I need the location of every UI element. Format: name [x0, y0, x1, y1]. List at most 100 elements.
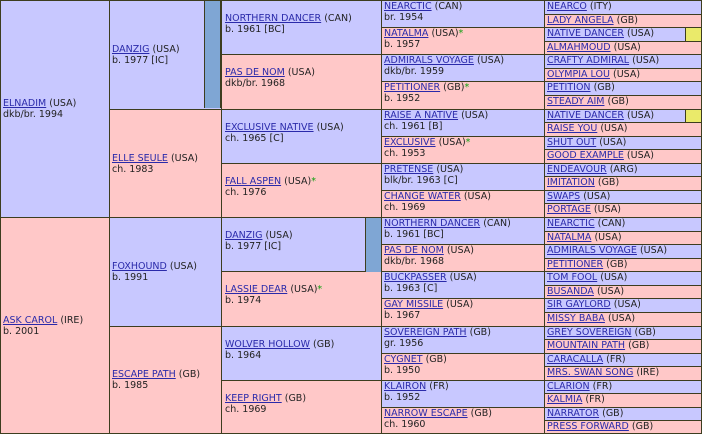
- horse-name-link[interactable]: ESCAPE PATH: [112, 369, 176, 380]
- horse-name-link[interactable]: SOVEREIGN PATH: [384, 327, 467, 338]
- horse-cell-gen5: SHUT OUT (USA): [544, 136, 702, 150]
- horse-name-link[interactable]: PRETENSE: [384, 164, 434, 175]
- horse-cell-gen4: PRETENSE (USA) blk/br. 1963 [C]: [381, 163, 545, 191]
- horse-cell-gen5: NATIVE DANCER (USA): [544, 109, 702, 123]
- horse-name-link[interactable]: PETITIONER: [547, 259, 604, 270]
- horse-name-link[interactable]: ELLE SEULE: [112, 152, 168, 164]
- horse-cell-gen5: NEARCTIC (CAN): [544, 217, 702, 232]
- horse-name-line: PETITIONER (GB)*: [384, 82, 544, 93]
- horse-name-link[interactable]: SWAPS: [547, 191, 581, 202]
- horse-name-link[interactable]: ELNADIM: [3, 98, 47, 109]
- horse-name-link[interactable]: RAISE A NATIVE: [384, 110, 459, 121]
- horse-name-link[interactable]: KALMIA: [547, 394, 583, 405]
- horse-name-link[interactable]: DANZIG: [225, 230, 263, 241]
- horse-country: (ARG): [609, 164, 638, 175]
- horse-name-line: PORTAGE (USA): [547, 204, 701, 215]
- horse-country: (USA): [627, 28, 655, 39]
- horse-name-link[interactable]: KLAIRON: [384, 381, 427, 392]
- horse-cell-gen3: DANZIG (USA) b. 1977 [IC]: [221, 217, 382, 272]
- horse-name-link[interactable]: DANZIG: [112, 44, 150, 55]
- horse-name-link[interactable]: CARACALLA: [547, 354, 604, 365]
- horse-cell-gen5: PRESS FORWARD (GB): [544, 420, 702, 434]
- horse-name-link[interactable]: FOXHOUND: [112, 261, 167, 272]
- horse-name-link[interactable]: RAISE YOU: [547, 123, 598, 134]
- horse-name-link[interactable]: IMITATION: [547, 177, 595, 188]
- horse-name-link[interactable]: NORTHERN DANCER: [384, 218, 481, 229]
- horse-name-link[interactable]: PETITION: [547, 82, 591, 93]
- horse-name-link[interactable]: CHANGE WATER: [384, 191, 461, 202]
- horse-name-link[interactable]: MOUNTAIN PATH: [547, 340, 626, 351]
- horse-name-link[interactable]: NATIVE DANCER: [547, 28, 624, 39]
- horse-country: (USA): [446, 245, 474, 256]
- horse-name-link[interactable]: OLYMPIA LOU: [547, 69, 610, 80]
- horse-name-line: FOXHOUND (USA): [112, 261, 221, 272]
- horse-name-line: KALMIA (FR): [547, 394, 701, 405]
- horse-country: (USA): [600, 123, 628, 134]
- horse-info: dkb/br. 1968: [225, 78, 286, 89]
- horse-cell-gen5: CRAFTY ADMIRAL (USA): [544, 54, 702, 69]
- horse-name-link[interactable]: GOOD EXAMPLE: [547, 150, 624, 161]
- horse-name-link[interactable]: SIR GAYLORD: [547, 299, 611, 310]
- horse-name-link[interactable]: STEADY AIM: [547, 96, 605, 107]
- horse-name-link[interactable]: NEARCO: [547, 1, 587, 12]
- horse-name-link[interactable]: MISSY BABA: [547, 313, 605, 324]
- horse-country: (USA): [436, 164, 464, 175]
- horse-name-link[interactable]: NEARCTIC: [547, 218, 595, 229]
- horse-name-link[interactable]: LADY ANGELA: [547, 15, 614, 26]
- horse-name-link[interactable]: CLARION: [547, 381, 590, 392]
- horse-name-link[interactable]: PORTAGE: [547, 204, 591, 215]
- horse-name-line: CARACALLA (FR): [547, 354, 701, 365]
- horse-name-link[interactable]: MRS. SWAN SONG: [547, 367, 634, 378]
- horse-cell-gen5: NATIVE DANCER (USA): [544, 27, 702, 42]
- horse-name-line: SIR GAYLORD (USA): [547, 299, 701, 310]
- horse-name-link[interactable]: ASK CAROL: [3, 314, 58, 326]
- horse-name-link[interactable]: ALMAHMOUD: [547, 42, 611, 53]
- horse-name-link[interactable]: CRAFTY ADMIRAL: [547, 55, 630, 66]
- horse-country: (USA): [607, 313, 636, 324]
- horse-name-line: LADY ANGELA (GB): [547, 15, 701, 26]
- horse-cell-gen4: SOVEREIGN PATH (GB) gr. 1956: [381, 326, 545, 354]
- horse-name-link[interactable]: NEARCTIC: [384, 1, 432, 12]
- horse-cell-gen5: IMITATION (GB): [544, 176, 702, 191]
- horse-name-link[interactable]: TOM FOOL: [547, 272, 598, 283]
- horse-cell-gen5: LADY ANGELA (GB): [544, 14, 702, 28]
- horse-info: b. 1967: [384, 310, 421, 321]
- horse-name-line: EXCLUSIVE (USA)*: [384, 137, 544, 148]
- horse-cell-gen5: KALMIA (FR): [544, 393, 702, 408]
- horse-name-link[interactable]: EXCLUSIVE NATIVE: [225, 122, 314, 133]
- horse-info: b. 1961 [BC]: [225, 24, 285, 35]
- horse-name-link[interactable]: ADMIRALS VOYAGE: [384, 55, 474, 66]
- horse-name-link[interactable]: ADMIRALS VOYAGE: [547, 245, 637, 256]
- horse-name-link[interactable]: LASSIE DEAR: [225, 284, 288, 295]
- horse-name-link[interactable]: BUSANDA: [547, 286, 594, 297]
- horse-name-link[interactable]: KEEP RIGHT: [225, 393, 282, 404]
- horse-name-link[interactable]: NARROW ESCAPE: [384, 408, 468, 419]
- horse-name-link[interactable]: CYGNET: [384, 354, 423, 365]
- horse-name-link[interactable]: NORTHERN DANCER: [225, 13, 322, 24]
- horse-name-link[interactable]: BUCKPASSER: [384, 272, 447, 283]
- horse-name-link[interactable]: SHUT OUT: [547, 137, 597, 148]
- horse-name-link[interactable]: NATIVE DANCER: [547, 110, 624, 121]
- horse-name-link[interactable]: WOLVER HOLLOW: [225, 339, 310, 350]
- horse-info: ch. 1961 [B]: [384, 121, 443, 132]
- horse-cell-gen3: PAS DE NOM (USA) dkb/br. 1968: [221, 54, 382, 110]
- horse-cell-gen5: OLYMPIA LOU (USA): [544, 68, 702, 82]
- horse-name-link[interactable]: PETITIONER: [384, 82, 441, 93]
- horse-country: (USA): [613, 299, 641, 310]
- horse-name-line: NATIVE DANCER (USA): [547, 28, 701, 39]
- horse-name-link[interactable]: ENDEAVOUR: [547, 164, 607, 175]
- horse-info: ch. 1965 [C]: [225, 133, 284, 144]
- horse-name-link[interactable]: NATALMA: [384, 28, 429, 39]
- horse-country: (USA): [431, 28, 459, 39]
- horse-name-link[interactable]: FALL ASPEN: [225, 176, 282, 187]
- horse-name-link[interactable]: GAY MISSILE: [384, 299, 444, 310]
- horse-name-link[interactable]: NARRATOR: [547, 408, 600, 419]
- horse-country: (USA): [639, 245, 668, 256]
- horse-name-link[interactable]: NATALMA: [547, 232, 592, 243]
- horse-name-line: STEADY AIM (GB): [547, 96, 701, 107]
- horse-name-link[interactable]: PAS DE NOM: [225, 67, 285, 78]
- horse-name-link[interactable]: PAS DE NOM: [384, 245, 444, 256]
- horse-name-link[interactable]: GREY SOVEREIGN: [547, 327, 632, 338]
- horse-name-link[interactable]: PRESS FORWARD: [547, 421, 629, 432]
- horse-name-link[interactable]: EXCLUSIVE: [384, 137, 436, 148]
